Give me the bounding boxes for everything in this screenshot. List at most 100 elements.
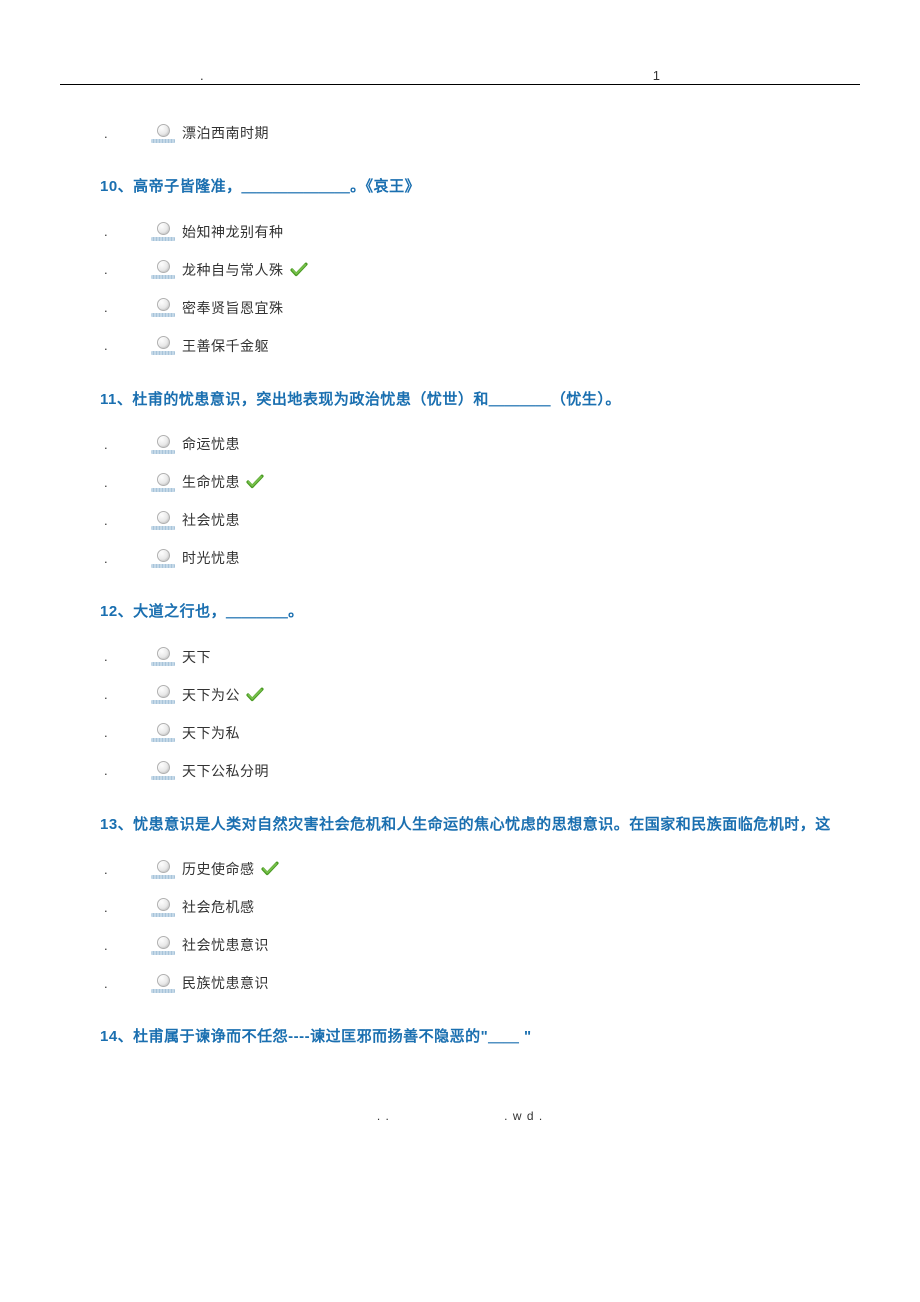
option-text: 天下为公 bbox=[182, 685, 240, 705]
question-title: 11、杜甫的忧患意识，突出地表现为政治忧患（忧世）和＿＿＿＿（忧生）。 bbox=[100, 389, 860, 412]
radio-circle-icon bbox=[157, 761, 170, 774]
question-title: 14、杜甫属于谏诤而不任怨----谏过匡邪而扬善不隐恶的"＿＿ " bbox=[100, 1026, 860, 1049]
option-bullet: . bbox=[100, 224, 150, 239]
option-bullet: . bbox=[100, 725, 150, 740]
radio-button[interactable] bbox=[150, 549, 176, 568]
radio-circle-icon bbox=[157, 222, 170, 235]
radio-button[interactable] bbox=[150, 936, 176, 955]
radio-circle-icon bbox=[157, 298, 170, 311]
checkmark-icon bbox=[261, 861, 279, 877]
option-text: 社会忧患 bbox=[182, 510, 240, 530]
option-text: 密奉贤旨恩宜殊 bbox=[182, 298, 284, 318]
option-row: . 时光忧患 bbox=[100, 539, 860, 577]
option-row: .龙种自与常人殊 bbox=[100, 251, 860, 289]
page-header: . 1 bbox=[60, 60, 860, 90]
option-text: 社会危机感 bbox=[182, 897, 255, 917]
option-row: .民族忧患意识 bbox=[100, 964, 860, 1002]
radio-circle-icon bbox=[157, 898, 170, 911]
radio-circle-icon bbox=[157, 685, 170, 698]
option-bullet: . bbox=[100, 437, 150, 452]
option-bullet: . bbox=[100, 649, 150, 664]
option-row: . 王善保千金躯 bbox=[100, 327, 860, 365]
option-row: . 始知神龙别有种 bbox=[100, 213, 860, 251]
radio-button[interactable] bbox=[150, 685, 176, 704]
option-text: 历史使命感 bbox=[182, 859, 255, 879]
option-bullet: . bbox=[100, 300, 150, 315]
radio-button[interactable] bbox=[150, 723, 176, 742]
option-text: 王善保千金躯 bbox=[182, 336, 269, 356]
option-text: 时光忧患 bbox=[182, 548, 240, 568]
option-text: 天下公私分明 bbox=[182, 761, 269, 781]
radio-underline-icon bbox=[151, 564, 175, 568]
radio-underline-icon bbox=[151, 139, 175, 143]
radio-button[interactable] bbox=[150, 124, 176, 143]
option-text: 始知神龙别有种 bbox=[182, 222, 284, 242]
option-text: 天下 bbox=[182, 647, 211, 667]
radio-circle-icon bbox=[157, 723, 170, 736]
radio-underline-icon bbox=[151, 875, 175, 879]
option-bullet: . bbox=[100, 338, 150, 353]
option-row: . 社会忧患意识 bbox=[100, 926, 860, 964]
radio-button[interactable] bbox=[150, 647, 176, 666]
radio-button[interactable] bbox=[150, 898, 176, 917]
radio-circle-icon bbox=[157, 260, 170, 273]
option-bullet: . bbox=[100, 475, 150, 490]
radio-button[interactable] bbox=[150, 260, 176, 279]
option-row: . 生命忧患 bbox=[100, 463, 860, 501]
radio-underline-icon bbox=[151, 526, 175, 530]
radio-underline-icon bbox=[151, 989, 175, 993]
checkmark-icon bbox=[246, 474, 264, 490]
option-row: . 天下为公 bbox=[100, 676, 860, 714]
option-text: 命运忧患 bbox=[182, 434, 240, 454]
option-bullet: . bbox=[100, 551, 150, 566]
content-area: . 漂泊西南时期 10、高帝子皆隆准，＿＿＿＿＿＿＿。《哀王》. 始知神龙别有种.… bbox=[60, 100, 860, 1049]
radio-button[interactable] bbox=[150, 222, 176, 241]
radio-button[interactable] bbox=[150, 974, 176, 993]
radio-underline-icon bbox=[151, 351, 175, 355]
radio-circle-icon bbox=[157, 435, 170, 448]
radio-button[interactable] bbox=[150, 511, 176, 530]
radio-circle-icon bbox=[157, 336, 170, 349]
radio-underline-icon bbox=[151, 700, 175, 704]
radio-button[interactable] bbox=[150, 761, 176, 780]
option-bullet: . bbox=[100, 262, 150, 277]
option-row: . 社会忧患 bbox=[100, 501, 860, 539]
option-bullet: . bbox=[100, 687, 150, 702]
option-text: 生命忧患 bbox=[182, 472, 240, 492]
option-text: 民族忧患意识 bbox=[182, 973, 269, 993]
option-row: . 天下 bbox=[100, 638, 860, 676]
radio-circle-icon bbox=[157, 124, 170, 137]
radio-underline-icon bbox=[151, 776, 175, 780]
radio-underline-icon bbox=[151, 275, 175, 279]
option-bullet: . bbox=[100, 900, 150, 915]
option-bullet: . bbox=[100, 513, 150, 528]
radio-button[interactable] bbox=[150, 473, 176, 492]
radio-underline-icon bbox=[151, 450, 175, 454]
footer-left: . . bbox=[377, 1109, 390, 1123]
checkmark-icon bbox=[290, 262, 308, 278]
radio-underline-icon bbox=[151, 662, 175, 666]
page-footer: . . . w d . bbox=[60, 1109, 860, 1123]
option-bullet: . bbox=[100, 862, 150, 877]
radio-circle-icon bbox=[157, 647, 170, 660]
question-title: 10、高帝子皆隆准，＿＿＿＿＿＿＿。《哀王》 bbox=[100, 176, 860, 199]
radio-button[interactable] bbox=[150, 298, 176, 317]
radio-underline-icon bbox=[151, 913, 175, 917]
radio-button[interactable] bbox=[150, 860, 176, 879]
option-row: . 命运忧患 bbox=[100, 425, 860, 463]
header-dot: . bbox=[200, 68, 204, 83]
option-text: 漂泊西南时期 bbox=[182, 123, 269, 143]
radio-underline-icon bbox=[151, 951, 175, 955]
option-bullet: . bbox=[100, 763, 150, 778]
header-rule bbox=[60, 84, 860, 85]
radio-circle-icon bbox=[157, 473, 170, 486]
radio-circle-icon bbox=[157, 974, 170, 987]
radio-circle-icon bbox=[157, 936, 170, 949]
radio-circle-icon bbox=[157, 860, 170, 873]
option-text: 社会忧患意识 bbox=[182, 935, 269, 955]
radio-button[interactable] bbox=[150, 435, 176, 454]
radio-underline-icon bbox=[151, 738, 175, 742]
option-bullet: . bbox=[100, 938, 150, 953]
option-row: . 历史使命感 bbox=[100, 850, 860, 888]
radio-button[interactable] bbox=[150, 336, 176, 355]
